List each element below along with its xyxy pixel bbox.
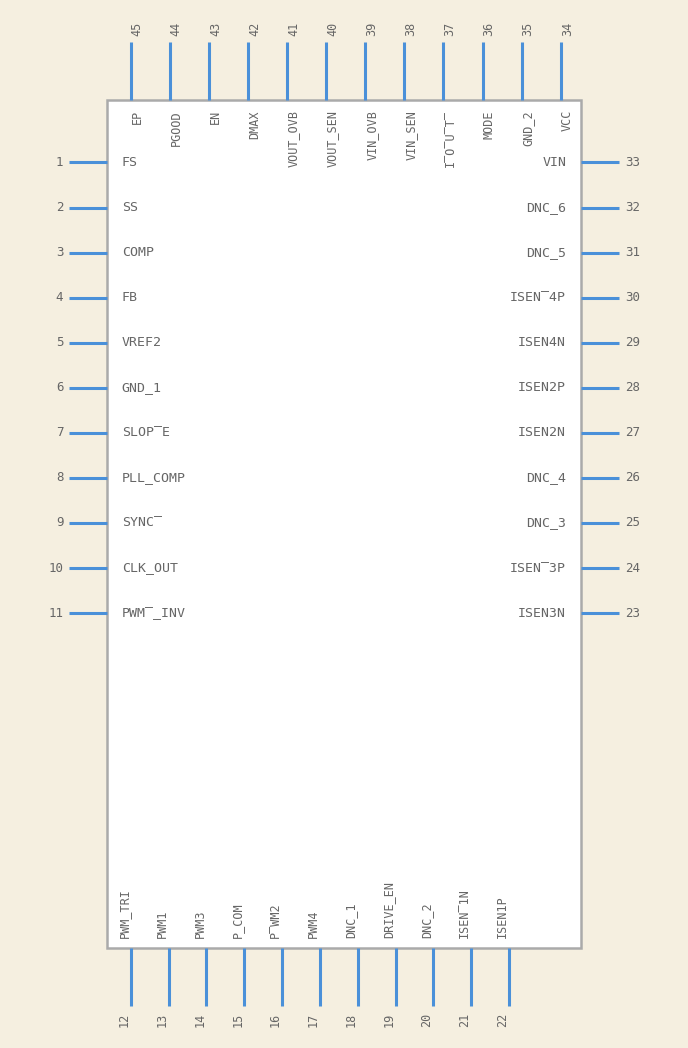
Text: 44: 44 [170,21,183,36]
Text: FS: FS [122,156,138,169]
Text: 4: 4 [56,291,63,304]
Text: DNC_3: DNC_3 [526,517,566,529]
Text: 45: 45 [131,21,144,36]
Text: ISEN̅4P: ISEN̅4P [510,291,566,304]
Text: 19: 19 [383,1012,396,1027]
Text: 27: 27 [625,427,640,439]
Text: 23: 23 [625,607,640,619]
Text: 17: 17 [307,1012,320,1027]
Text: 18: 18 [345,1012,358,1027]
Text: P̅WM2: P̅WM2 [269,902,282,938]
Text: P_COM: P_COM [231,902,244,938]
Text: 22: 22 [496,1012,509,1027]
Text: ISEN2P: ISEN2P [518,381,566,394]
Text: GND_1: GND_1 [122,381,162,394]
Text: VREF2: VREF2 [122,336,162,349]
Text: DRIVE_EN: DRIVE_EN [383,881,396,938]
Text: 40: 40 [326,21,339,36]
Text: DNC_1: DNC_1 [345,902,358,938]
Text: 30: 30 [625,291,640,304]
Text: ISEN3N: ISEN3N [518,607,566,619]
Text: MODE: MODE [482,110,495,138]
Text: 15: 15 [231,1012,244,1027]
Text: ISEN2N: ISEN2N [518,427,566,439]
Text: 31: 31 [625,246,640,259]
Text: 34: 34 [561,21,574,36]
Text: 7: 7 [56,427,63,439]
Text: PGOOD: PGOOD [170,110,183,146]
Text: 37: 37 [444,21,456,36]
Text: 38: 38 [405,21,418,36]
Text: PLL_COMP: PLL_COMP [122,472,186,484]
Text: 5: 5 [56,336,63,349]
Text: 35: 35 [522,21,535,36]
Text: FB: FB [122,291,138,304]
Text: 3: 3 [56,246,63,259]
Text: DNC_4: DNC_4 [526,472,566,484]
Text: 43: 43 [209,21,222,36]
Text: 1: 1 [56,156,63,169]
Text: SS: SS [122,201,138,214]
Text: 2: 2 [56,201,63,214]
Text: ISEN4N: ISEN4N [518,336,566,349]
Text: 32: 32 [625,201,640,214]
Text: VOUT_OVB: VOUT_OVB [287,110,300,167]
Text: 11: 11 [48,607,63,619]
Text: 39: 39 [365,21,378,36]
Text: GND_2: GND_2 [522,110,535,146]
Text: VIN_OVB: VIN_OVB [365,110,378,160]
Text: EN: EN [209,110,222,125]
Text: VIN_SEN: VIN_SEN [405,110,418,160]
Text: 21: 21 [458,1012,471,1027]
Text: 10: 10 [48,562,63,574]
Text: SLOP̅E: SLOP̅E [122,427,170,439]
Text: PWM1: PWM1 [155,910,169,938]
Text: VOUT_SEN: VOUT_SEN [326,110,339,167]
Text: PWM̅_INV: PWM̅_INV [122,607,186,619]
Text: 12: 12 [118,1012,131,1027]
Text: ISEN̅3P: ISEN̅3P [510,562,566,574]
Text: DNC_2: DNC_2 [420,902,433,938]
Text: 33: 33 [625,156,640,169]
Text: 29: 29 [625,336,640,349]
Text: DMAX: DMAX [248,110,261,138]
Text: 8: 8 [56,472,63,484]
Text: 9: 9 [56,517,63,529]
Text: 28: 28 [625,381,640,394]
Text: ISEN̅1N: ISEN̅1N [458,888,471,938]
Text: 14: 14 [193,1012,206,1027]
Text: DNC_5: DNC_5 [526,246,566,259]
Text: PWM_TRI: PWM_TRI [118,888,131,938]
Text: 13: 13 [155,1012,169,1027]
Text: DNC_6: DNC_6 [526,201,566,214]
Text: COMP: COMP [122,246,154,259]
Text: 24: 24 [625,562,640,574]
Text: EP: EP [131,110,144,125]
Text: SYNC̅: SYNC̅ [122,517,162,529]
Text: PWM4: PWM4 [307,910,320,938]
Text: 20: 20 [420,1012,433,1027]
Text: 26: 26 [625,472,640,484]
Text: 36: 36 [482,21,495,36]
Text: I̅O̅U̅T̅: I̅O̅U̅T̅ [444,110,456,167]
Text: 42: 42 [248,21,261,36]
Text: 25: 25 [625,517,640,529]
Text: VIN: VIN [542,156,566,169]
Text: ISEN1P: ISEN1P [496,895,509,938]
Text: VCC: VCC [561,110,574,131]
Text: 6: 6 [56,381,63,394]
Bar [107,100,581,948]
Text: CLK_OUT: CLK_OUT [122,562,178,574]
Text: 41: 41 [287,21,300,36]
Text: 16: 16 [269,1012,282,1027]
Text: PWM3: PWM3 [193,910,206,938]
